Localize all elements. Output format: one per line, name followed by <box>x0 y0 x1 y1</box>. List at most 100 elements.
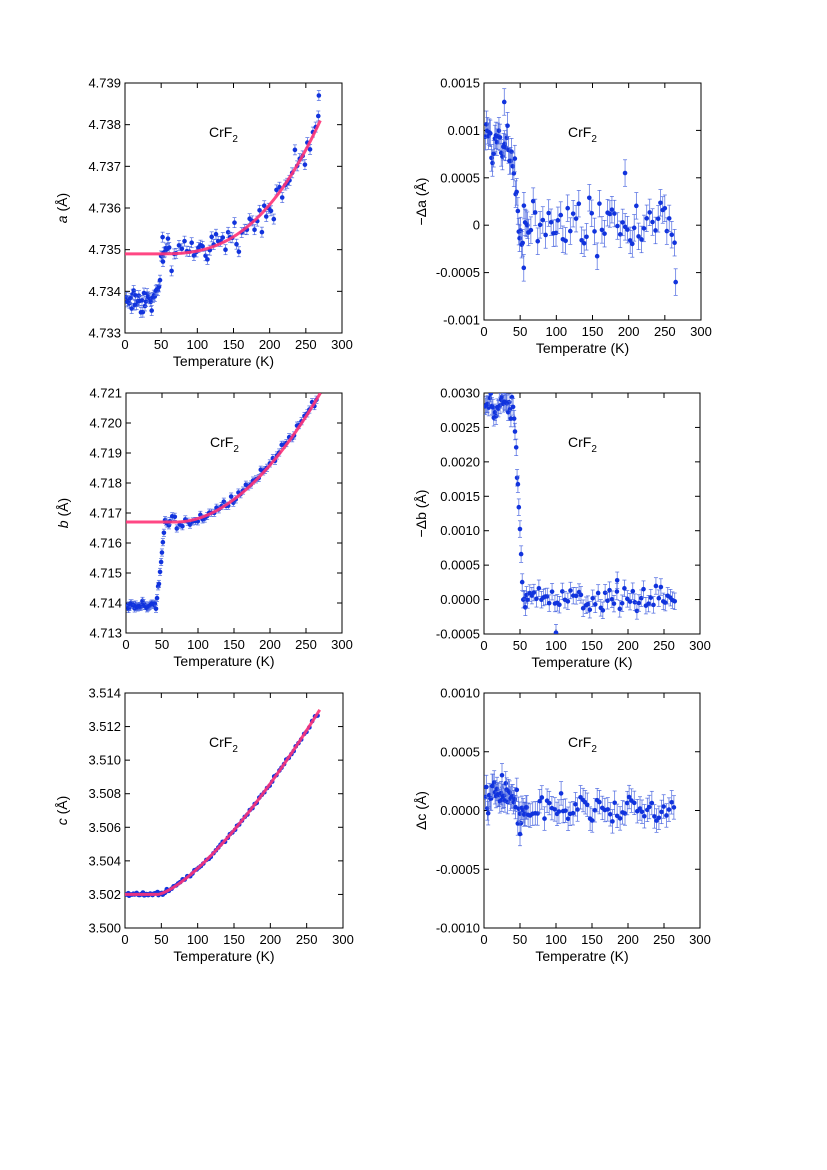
x-tick-label: 200 <box>259 337 281 352</box>
data-point <box>546 800 552 806</box>
y-tick-label: 3.512 <box>88 719 121 734</box>
data-point <box>512 796 517 802</box>
data-point <box>647 210 653 215</box>
compound-annotation: CrF2 <box>568 124 597 145</box>
data-point <box>639 809 645 815</box>
data-point <box>622 170 628 176</box>
data-point <box>655 216 661 222</box>
data-point <box>180 523 185 529</box>
y-tick-label: 4.721 <box>89 386 122 401</box>
data-point <box>514 787 520 793</box>
data-point <box>575 807 580 812</box>
y-tick-label: 4.737 <box>88 159 121 174</box>
y-tick-label: 4.715 <box>89 566 122 581</box>
data-point <box>609 207 615 212</box>
data-point <box>632 599 638 605</box>
data-point <box>664 813 669 818</box>
x-tick-label: 250 <box>295 337 317 352</box>
data-point <box>491 151 497 157</box>
x-tick-label: 300 <box>690 324 712 339</box>
data-point <box>139 298 145 303</box>
data-point <box>220 235 226 240</box>
data-point <box>507 790 512 795</box>
data-point <box>610 819 615 824</box>
compound-annotation: CrF2 <box>568 434 597 455</box>
data-point <box>626 794 632 800</box>
data-point <box>642 813 647 819</box>
data-point <box>510 163 515 169</box>
data-point <box>142 303 148 309</box>
x-tick-label: 50 <box>513 324 527 339</box>
y-tick-label: 3.500 <box>88 921 121 936</box>
data-point <box>490 405 496 410</box>
data-point <box>166 523 172 528</box>
data-point <box>612 211 617 216</box>
y-tick-label: 0.0005 <box>440 558 480 573</box>
data-point <box>161 530 167 536</box>
data-point <box>520 240 525 246</box>
x-tick-label: 300 <box>689 932 711 947</box>
data-point <box>506 399 512 405</box>
x-tick-label: 100 <box>187 637 209 652</box>
data-point <box>519 579 525 585</box>
x-axis-label: Temperatre (K) <box>535 948 628 964</box>
data-point <box>619 600 625 606</box>
data-point <box>521 265 527 271</box>
y-tick-label: 0.0030 <box>440 386 480 401</box>
data-point <box>187 522 193 527</box>
data-point <box>513 445 519 450</box>
y-tick-label: 3.506 <box>88 820 121 835</box>
y-tick-label: 4.736 <box>88 201 121 216</box>
data-point <box>488 393 494 396</box>
data-point <box>517 811 523 817</box>
data-point <box>149 308 154 313</box>
data-point <box>592 807 598 813</box>
data-layer <box>484 88 678 296</box>
compound-annotation: CrF2 <box>209 124 238 145</box>
data-point <box>651 602 656 608</box>
data-point <box>584 802 590 808</box>
data-layer <box>125 708 322 898</box>
data-point <box>143 299 149 304</box>
data-point <box>664 228 670 234</box>
x-tick-label: 150 <box>581 932 603 947</box>
data-point <box>515 208 521 214</box>
data-point <box>662 205 668 211</box>
x-tick-label: 300 <box>331 637 353 652</box>
data-point <box>302 162 308 167</box>
data-point <box>666 807 672 812</box>
data-point <box>508 158 513 164</box>
data-point <box>510 404 516 410</box>
data-point <box>568 228 573 234</box>
data-point <box>228 494 234 499</box>
data-point <box>607 811 613 817</box>
x-tick-label: 0 <box>122 637 129 652</box>
y-tick-label: 0 <box>473 218 480 233</box>
data-point <box>523 605 528 610</box>
data-point <box>650 219 655 225</box>
data-point <box>271 216 277 222</box>
data-point <box>490 160 495 166</box>
x-tick-label: 250 <box>654 324 676 339</box>
data-point <box>549 589 555 594</box>
data-point <box>516 504 522 510</box>
data-point <box>557 602 562 607</box>
data-point <box>624 800 630 806</box>
data-point <box>172 514 178 520</box>
data-point <box>565 816 571 822</box>
x-tick-label: 0 <box>121 337 128 352</box>
data-point <box>617 606 623 612</box>
data-point <box>656 595 662 601</box>
data-point <box>592 602 598 607</box>
data-point <box>605 807 611 812</box>
data-point <box>599 227 605 233</box>
fit-curve <box>125 119 322 256</box>
data-point <box>605 598 610 604</box>
data-point <box>189 240 194 246</box>
data-point <box>232 220 237 225</box>
data-point <box>174 526 180 531</box>
x-tick-label: 100 <box>186 337 208 352</box>
data-point <box>157 569 163 575</box>
data-point <box>531 590 537 595</box>
